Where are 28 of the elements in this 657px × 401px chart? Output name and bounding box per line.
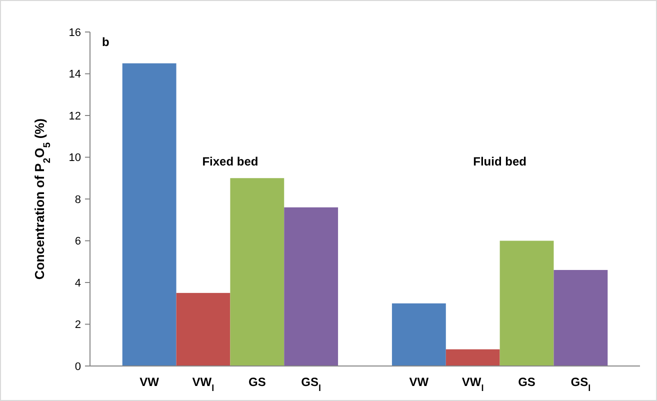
x-tick-label: GS: [248, 375, 266, 389]
y-tick-label: 2: [74, 319, 81, 332]
y-tick-label: 12: [68, 110, 81, 122]
bar: [230, 178, 284, 366]
annotation: Fluid bed: [473, 154, 526, 169]
chart-title: b: [102, 35, 110, 49]
y-tick-label: 10: [68, 152, 81, 164]
y-tick-label: 0: [74, 360, 81, 373]
bar: [176, 292, 230, 366]
x-tick-label: VW$_{l}$: [192, 375, 214, 393]
y-tick-label: 8: [74, 194, 81, 206]
x-tick-label: GS$_{l}$: [570, 375, 591, 393]
y-tick-label: 6: [74, 236, 81, 248]
x-tick-label: GS$_{l}$: [301, 375, 322, 393]
bar: [392, 303, 446, 366]
bar: [554, 270, 608, 366]
bar: [446, 349, 500, 366]
annotation: Fixed bed: [202, 154, 258, 169]
x-tick-label: GS: [518, 375, 536, 389]
x-tick-label: VW$_{l}$: [462, 375, 484, 393]
bar: [122, 63, 176, 366]
y-tick-label: 4: [74, 277, 81, 290]
x-tick-label: VW: [140, 375, 160, 389]
y-tick-label: 16: [68, 26, 81, 39]
bar: [284, 207, 338, 366]
x-tick-label: VW: [409, 375, 430, 389]
y-tick-label: 14: [68, 68, 81, 81]
bar: [500, 240, 554, 366]
